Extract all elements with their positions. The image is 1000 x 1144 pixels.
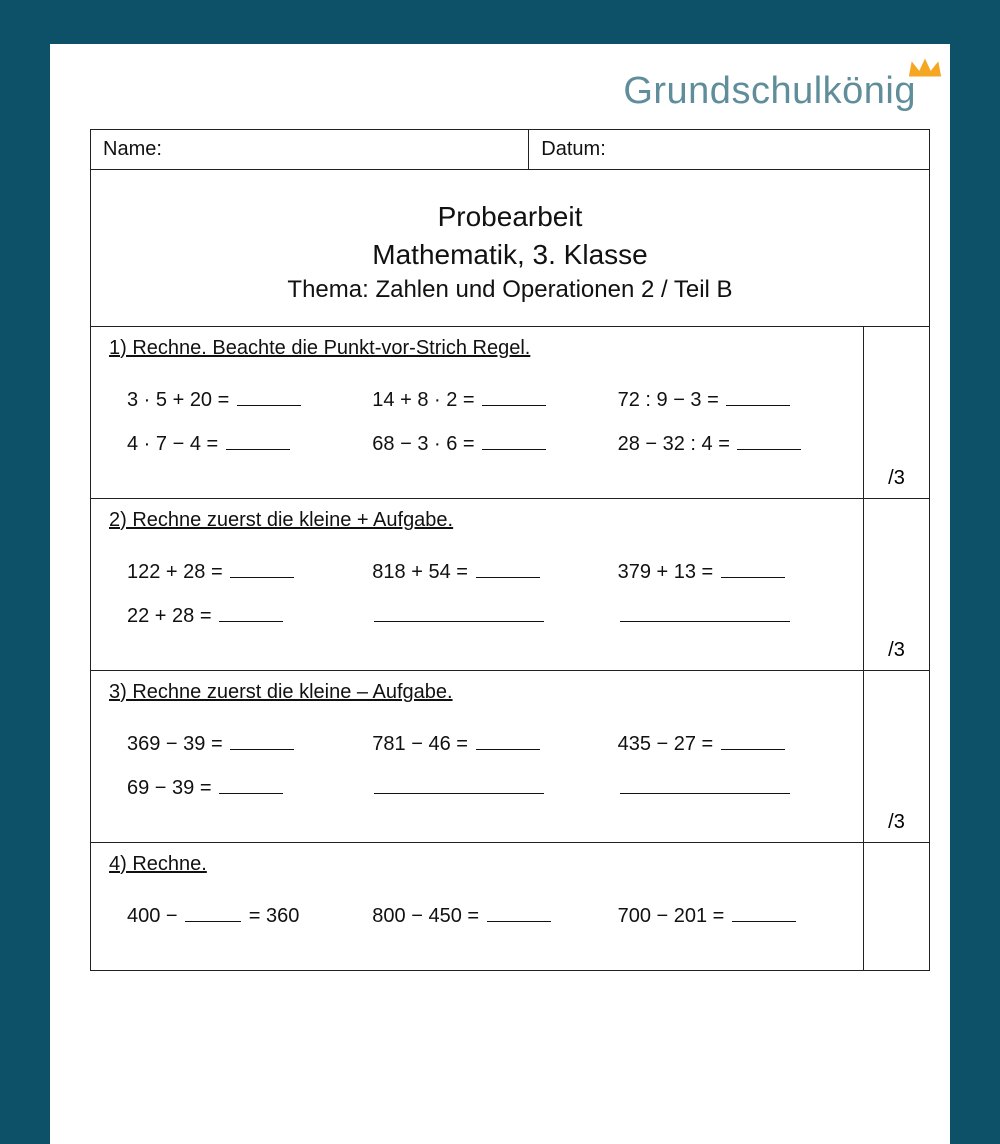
equation-text: 72 : 9 − 3 = <box>618 389 725 411</box>
crown-icon <box>906 55 944 81</box>
problem-cell: 781 − 46 = <box>354 726 599 770</box>
equation-text: 69 − 39 = <box>127 777 217 799</box>
date-field-label: Datum: <box>529 130 929 169</box>
problem-cell: 68 − 3 · 6 = <box>354 426 599 470</box>
title-line-2: Mathematik, 3. Klasse <box>101 236 919 274</box>
problem-cell: 69 − 39 = <box>109 770 354 814</box>
problem-cell: 379 + 13 = <box>600 554 845 598</box>
answer-blank[interactable] <box>237 388 301 406</box>
answer-blank[interactable] <box>226 432 290 450</box>
equation-text: 28 − 32 : 4 = <box>618 433 736 455</box>
problem-cell <box>354 598 599 642</box>
meta-row: Name: Datum: <box>91 130 929 170</box>
answer-blank[interactable] <box>374 776 544 794</box>
exercises-container: 1) Rechne. Beachte die Punkt-vor-Strich … <box>91 327 929 971</box>
problem-cell: 28 − 32 : 4 = <box>600 426 845 470</box>
equation-text: 800 − 450 = <box>372 905 484 927</box>
equation-text: 22 + 28 = <box>127 605 217 627</box>
answer-blank[interactable] <box>620 604 790 622</box>
answer-blank[interactable] <box>721 560 785 578</box>
exercise-body: 3) Rechne zuerst die kleine – Aufgabe. 36… <box>91 671 863 842</box>
exercise-body: 4) Rechne. 400 − = 360 800 − 450 = 700 − 2… <box>91 843 863 970</box>
points-cell: /3 <box>863 671 929 842</box>
problem-cell: 22 + 28 = <box>109 598 354 642</box>
answer-blank[interactable] <box>487 904 551 922</box>
title-block: Probearbeit Mathematik, 3. Klasse Thema:… <box>91 170 929 327</box>
answer-blank[interactable] <box>726 388 790 406</box>
equation-text: 818 + 54 = <box>372 561 473 583</box>
answer-blank[interactable] <box>620 776 790 794</box>
problem-cell: 700 − 201 = <box>600 898 845 942</box>
problem-cell: 14 + 8 · 2 = <box>354 382 599 426</box>
problem-cell: 72 : 9 − 3 = <box>600 382 845 426</box>
answer-blank[interactable] <box>732 904 796 922</box>
answer-blank[interactable] <box>476 560 540 578</box>
problem-grid: 400 − = 360 800 − 450 = 700 − 201 = <box>109 898 845 942</box>
problem-cell <box>600 770 845 814</box>
answer-blank[interactable] <box>374 604 544 622</box>
worksheet-frame: Name: Datum: Probearbeit Mathematik, 3. … <box>90 129 930 971</box>
logo-text: Grundschulkönig <box>623 70 916 112</box>
exercise-body: 2) Rechne zuerst die kleine + Aufgabe. 12… <box>91 499 863 670</box>
exercise-block: 3) Rechne zuerst die kleine – Aufgabe. 36… <box>91 671 929 843</box>
exercise-title: 4) Rechne. <box>109 853 845 876</box>
problem-cell: 369 − 39 = <box>109 726 354 770</box>
problem-cell: 3 · 5 + 20 = <box>109 382 354 426</box>
equation-text: 435 − 27 = <box>618 733 719 755</box>
name-field-label: Name: <box>91 130 529 169</box>
problem-cell: 122 + 28 = <box>109 554 354 598</box>
equation-text: 122 + 28 = <box>127 561 228 583</box>
exercise-block: 2) Rechne zuerst die kleine + Aufgabe. 12… <box>91 499 929 671</box>
worksheet-page: Grundschulkönig Name: Datum: Probearbeit… <box>50 44 950 1144</box>
exercise-title: 3) Rechne zuerst die kleine – Aufgabe. <box>109 681 845 704</box>
problem-cell: 818 + 54 = <box>354 554 599 598</box>
answer-blank[interactable] <box>230 560 294 578</box>
answer-blank[interactable] <box>219 776 283 794</box>
problem-cell <box>354 770 599 814</box>
answer-blank[interactable] <box>482 388 546 406</box>
problem-grid: 3 · 5 + 20 = 14 + 8 · 2 = 72 : 9 − 3 = 4… <box>109 382 845 470</box>
answer-blank[interactable] <box>476 732 540 750</box>
brand-logo: Grundschulkönig <box>50 66 950 129</box>
points-cell: /3 <box>863 327 929 498</box>
problem-cell: 400 − = 360 <box>109 898 354 942</box>
equation-text: 700 − 201 = <box>618 905 730 927</box>
equation-text: 379 + 13 = <box>618 561 719 583</box>
exercise-title: 1) Rechne. Beachte die Punkt-vor-Strich … <box>109 337 845 360</box>
points-cell: /3 <box>863 499 929 670</box>
title-line-1: Probearbeit <box>101 198 919 236</box>
equation-text: 4 · 7 − 4 = <box>127 433 224 455</box>
exercise-block: 4) Rechne. 400 − = 360 800 − 450 = 700 − 2… <box>91 843 929 971</box>
problem-cell: 4 · 7 − 4 = <box>109 426 354 470</box>
answer-blank[interactable] <box>721 732 785 750</box>
problem-cell <box>600 598 845 642</box>
answer-blank[interactable] <box>185 904 241 922</box>
answer-blank[interactable] <box>737 432 801 450</box>
equation-text: 68 − 3 · 6 = <box>372 433 480 455</box>
points-cell <box>863 843 929 970</box>
equation-text: 14 + 8 · 2 = <box>372 389 480 411</box>
problem-grid: 122 + 28 = 818 + 54 = 379 + 13 = 22 + 28… <box>109 554 845 642</box>
exercise-block: 1) Rechne. Beachte die Punkt-vor-Strich … <box>91 327 929 499</box>
exercise-title: 2) Rechne zuerst die kleine + Aufgabe. <box>109 509 845 532</box>
answer-blank[interactable] <box>219 604 283 622</box>
problem-cell: 800 − 450 = <box>354 898 599 942</box>
equation-text: 781 − 46 = <box>372 733 473 755</box>
equation-text: 369 − 39 = <box>127 733 228 755</box>
title-line-3: Thema: Zahlen und Operationen 2 / Teil B <box>101 276 919 304</box>
answer-blank[interactable] <box>482 432 546 450</box>
equation-text: 400 − <box>127 905 183 927</box>
exercise-body: 1) Rechne. Beachte die Punkt-vor-Strich … <box>91 327 863 498</box>
problem-grid: 369 − 39 = 781 − 46 = 435 − 27 = 69 − 39… <box>109 726 845 814</box>
equation-text: = 360 <box>243 905 299 927</box>
equation-text: 3 · 5 + 20 = <box>127 389 235 411</box>
answer-blank[interactable] <box>230 732 294 750</box>
problem-cell: 435 − 27 = <box>600 726 845 770</box>
